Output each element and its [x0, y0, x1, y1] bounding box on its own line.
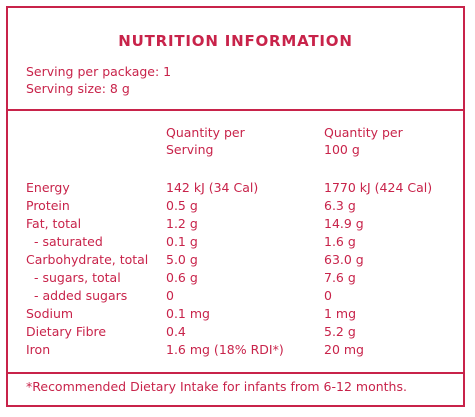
per-serving-value: 0.4: [166, 324, 186, 339]
nutrition-panel: NUTRITION INFORMATION Serving per packag…: [6, 6, 465, 407]
per-100g-value: 5.2 g: [324, 324, 356, 339]
column-header-per-serving-line1: Quantity per: [166, 125, 245, 140]
divider-top: [8, 109, 463, 111]
nutrient-label: - added sugars: [34, 288, 128, 303]
per-serving-value: 0: [166, 288, 174, 303]
nutrient-table: Energy 142 kJ (34 Cal) 1770 kJ (424 Cal)…: [26, 179, 456, 359]
nutrient-label: Sodium: [26, 306, 74, 321]
per-100g-value: 6.3 g: [324, 198, 356, 213]
nutrient-label: Energy: [26, 180, 70, 195]
table-row: - added sugars 0 0: [26, 287, 456, 305]
table-row: Sodium 0.1 mg 1 mg: [26, 305, 456, 323]
column-header-per-serving-line2: Serving: [166, 142, 214, 157]
divider-bottom: [8, 372, 463, 374]
column-header-per-100g: Quantity per 100 g: [324, 124, 403, 158]
per-serving-value: 5.0 g: [166, 252, 198, 267]
per-serving-value: 0.5 g: [166, 198, 198, 213]
per-serving-value: 1.6 mg (18% RDI*): [166, 342, 284, 357]
servings-per-package: Serving per package: 1: [26, 64, 172, 79]
per-serving-value: 142 kJ (34 Cal): [166, 180, 259, 195]
nutrient-label: Iron: [26, 342, 51, 357]
table-row: Fat, total 1.2 g 14.9 g: [26, 215, 456, 233]
table-row: Protein 0.5 g 6.3 g: [26, 197, 456, 215]
nutrient-label: - saturated: [34, 234, 103, 249]
nutrient-label: - sugars, total: [34, 270, 121, 285]
nutrient-label: Carbohydrate, total: [26, 252, 149, 267]
per-serving-value: 0.1 mg: [166, 306, 210, 321]
per-100g-value: 14.9 g: [324, 216, 364, 231]
nutrient-label: Fat, total: [26, 216, 82, 231]
table-row: - saturated 0.1 g 1.6 g: [26, 233, 456, 251]
per-serving-value: 0.1 g: [166, 234, 198, 249]
per-100g-value: 20 mg: [324, 342, 364, 357]
panel-title: NUTRITION INFORMATION: [118, 32, 353, 50]
per-serving-value: 0.6 g: [166, 270, 198, 285]
table-row: Iron 1.6 mg (18% RDI*) 20 mg: [26, 341, 456, 359]
footnote: *Recommended Dietary Intake for infants …: [26, 379, 407, 394]
per-100g-value: 1 mg: [324, 306, 357, 321]
table-row: Carbohydrate, total 5.0 g 63.0 g: [26, 251, 456, 269]
column-header-per-serving: Quantity per Serving: [166, 124, 245, 158]
per-100g-value: 63.0 g: [324, 252, 364, 267]
table-row: Energy 142 kJ (34 Cal) 1770 kJ (424 Cal): [26, 179, 456, 197]
per-100g-value: 1.6 g: [324, 234, 356, 249]
column-header-per-100g-line2: 100 g: [324, 142, 360, 157]
per-serving-value: 1.2 g: [166, 216, 198, 231]
per-100g-value: 7.6 g: [324, 270, 356, 285]
table-row: - sugars, total 0.6 g 7.6 g: [26, 269, 456, 287]
serving-info: Serving per package: 1 Serving size: 8 g: [26, 63, 171, 97]
per-100g-value: 0: [324, 288, 332, 303]
nutrient-label: Protein: [26, 198, 70, 213]
nutrient-label: Dietary Fibre: [26, 324, 107, 339]
column-header-per-100g-line1: Quantity per: [324, 125, 403, 140]
table-row: Dietary Fibre 0.4 5.2 g: [26, 323, 456, 341]
serving-size: Serving size: 8 g: [26, 81, 130, 96]
per-100g-value: 1770 kJ (424 Cal): [324, 180, 433, 195]
